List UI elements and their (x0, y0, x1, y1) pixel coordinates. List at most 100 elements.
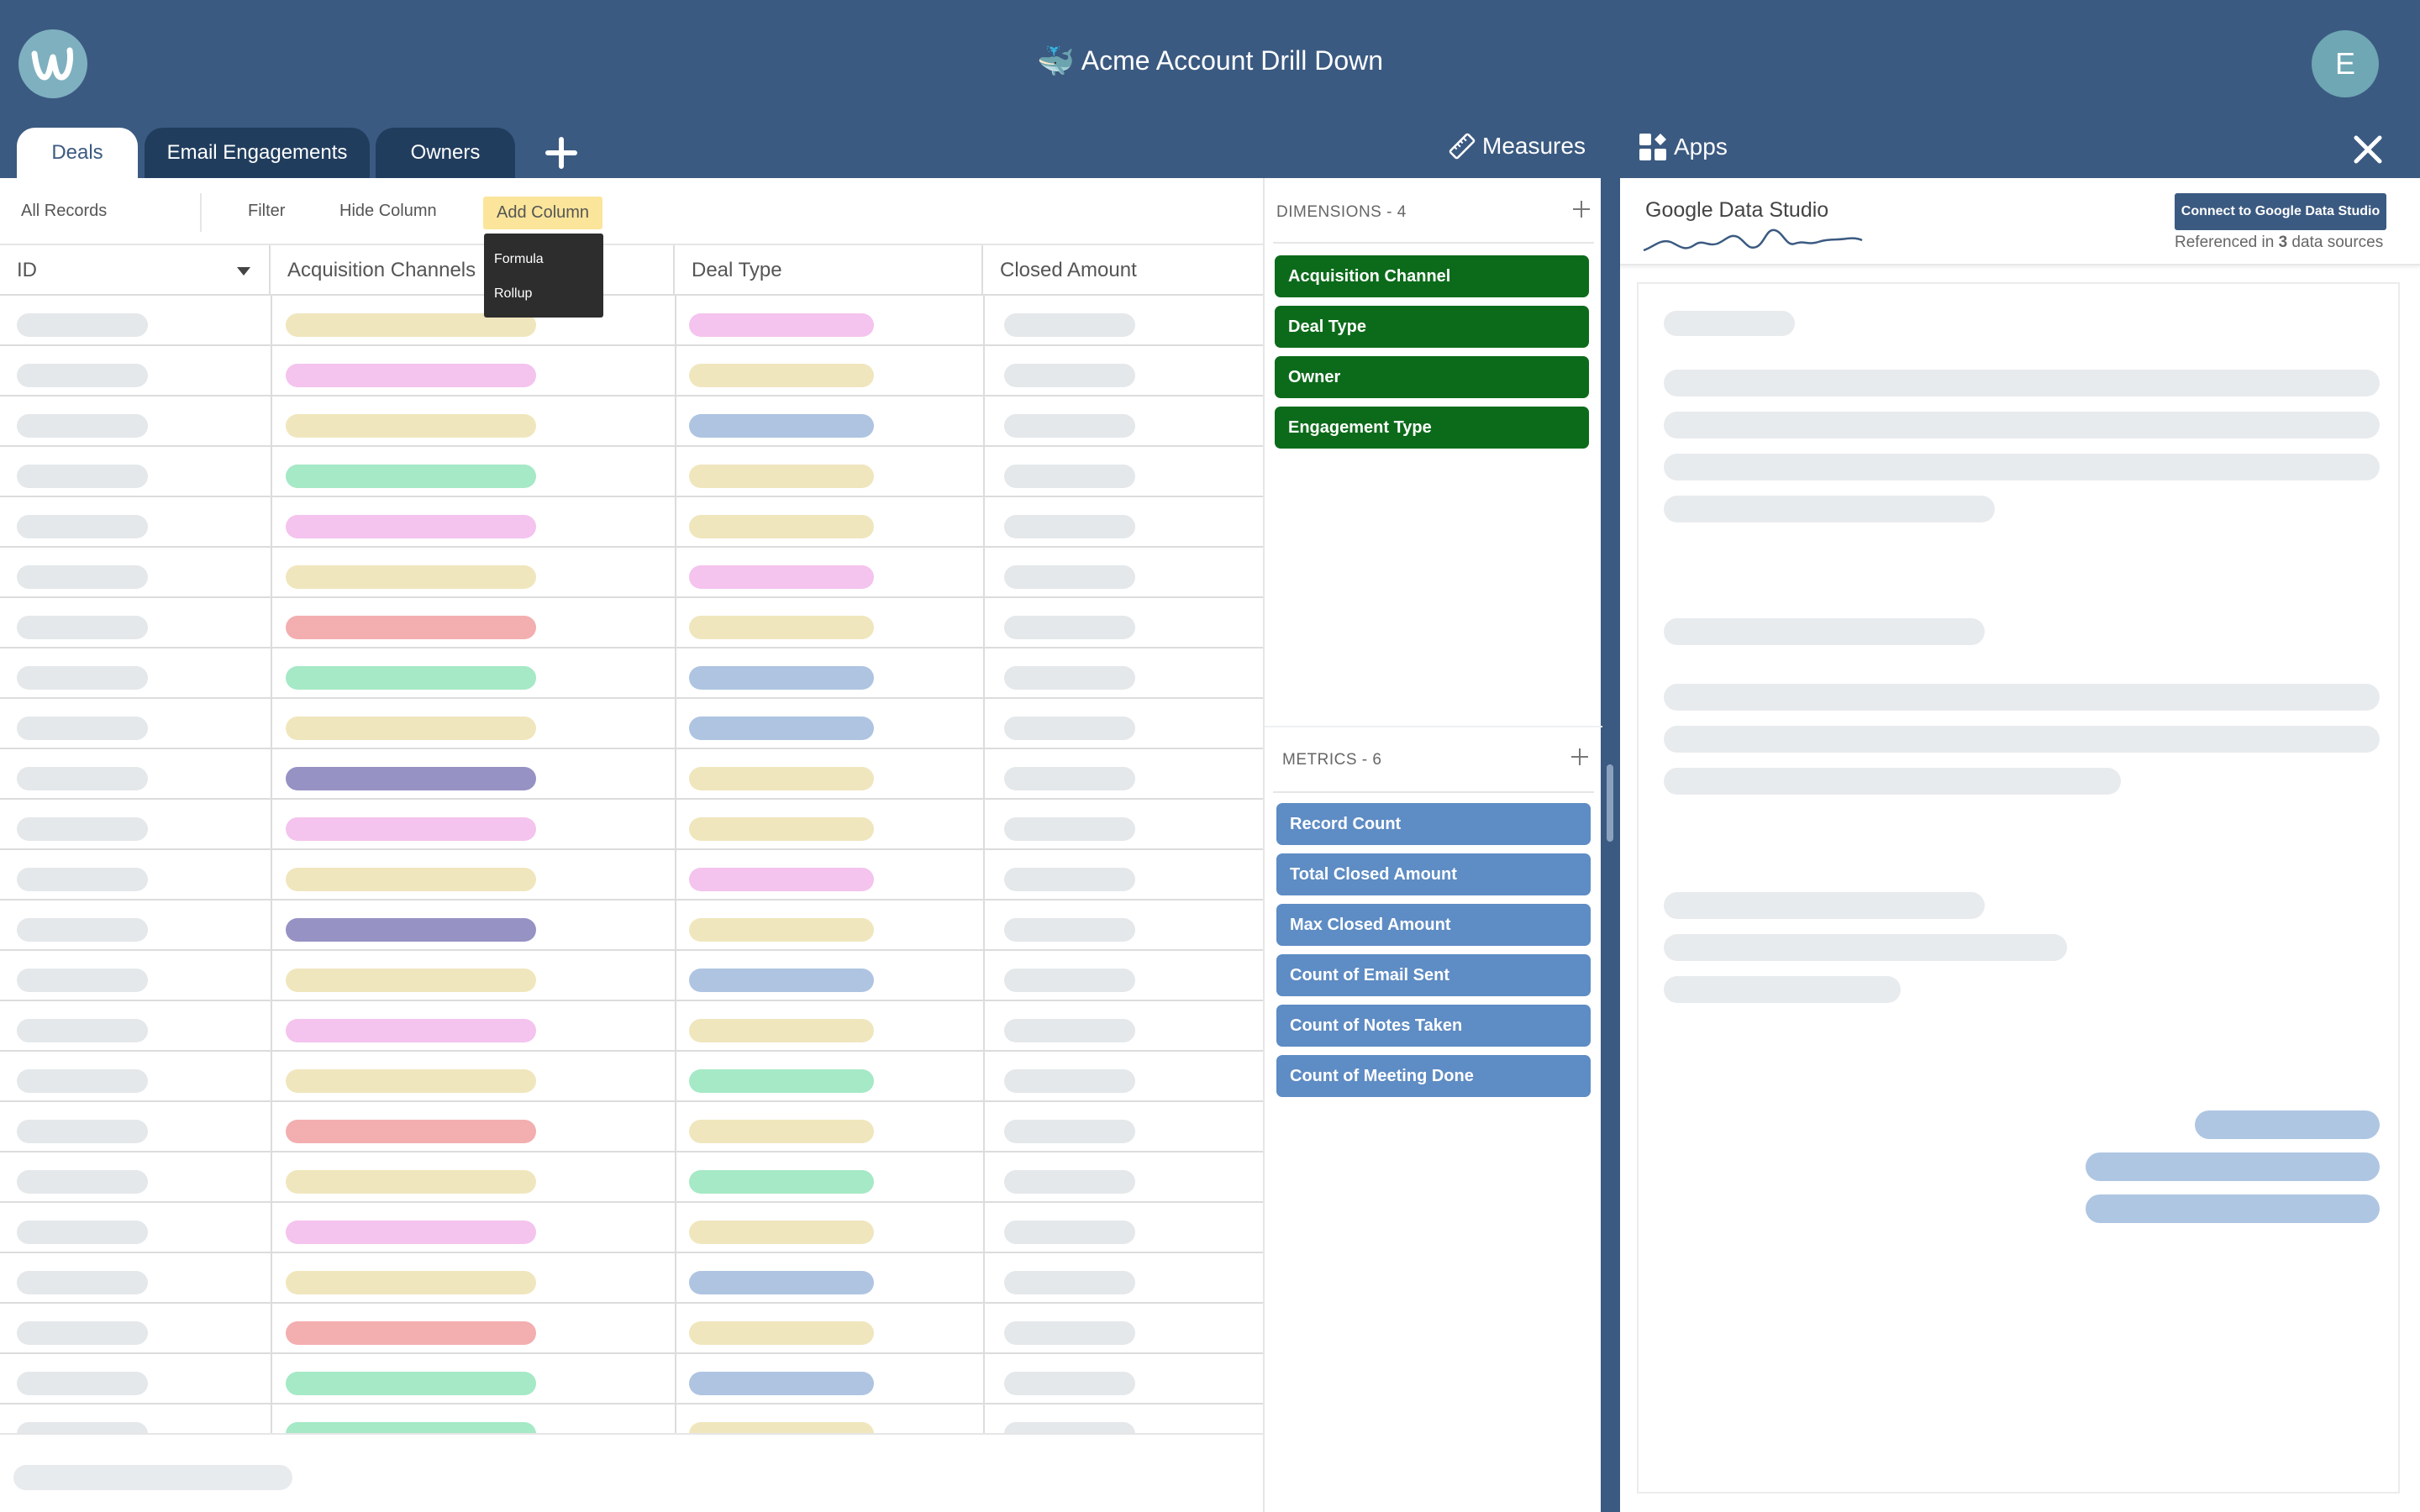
column-divider (271, 548, 272, 596)
dimension-chip[interactable]: Engagement Type (1275, 407, 1589, 449)
id-placeholder (17, 1069, 148, 1093)
closed-amount-placeholder (1004, 1221, 1135, 1244)
table-row[interactable] (0, 1001, 1263, 1052)
table-row[interactable] (0, 447, 1263, 497)
app-card-header: Google Data Studio Connect to Google Dat… (1620, 178, 2420, 265)
dimension-chip[interactable]: Owner (1275, 356, 1589, 398)
deal-type-tag (689, 918, 874, 942)
plus-icon (545, 137, 577, 169)
close-panel-button[interactable] (2353, 134, 2383, 170)
hide-column-button[interactable]: Hide Column (339, 202, 437, 220)
column-header-id[interactable]: ID (0, 245, 271, 296)
page-title: 🐳 Acme Account Drill Down (0, 45, 2420, 78)
reference-count-text: Referenced in 3 data sources (2175, 234, 2393, 252)
table-row[interactable] (0, 1052, 1263, 1102)
table-row[interactable] (0, 800, 1263, 850)
column-header-closed-amount[interactable]: Closed Amount (983, 245, 1263, 296)
table-row[interactable] (0, 346, 1263, 396)
table-row[interactable] (0, 1304, 1263, 1354)
avatar[interactable]: E (2312, 30, 2379, 97)
table-row[interactable] (0, 648, 1263, 699)
id-placeholder (17, 918, 148, 942)
column-divider (675, 598, 676, 647)
closed-amount-placeholder (1004, 717, 1135, 740)
closed-amount-placeholder (1004, 1372, 1135, 1395)
column-divider (271, 648, 272, 697)
id-placeholder (17, 465, 148, 488)
table-row[interactable] (0, 548, 1263, 598)
column-divider (675, 951, 676, 1000)
measures-button[interactable]: Measures (1449, 133, 1586, 160)
deal-type-tag (689, 1271, 874, 1294)
column-divider (675, 699, 676, 748)
deal-type-tag (689, 515, 874, 538)
acquisition-channel-tag (286, 1019, 536, 1042)
column-divider (271, 1152, 272, 1201)
panel-resize-handle[interactable] (1607, 764, 1613, 842)
add-tab-button[interactable] (544, 136, 578, 170)
metric-chip[interactable]: Count of Email Sent (1276, 954, 1591, 996)
metric-chip[interactable]: Count of Meeting Done (1276, 1055, 1591, 1097)
id-placeholder (17, 817, 148, 841)
connect-app-button[interactable]: Connect to Google Data Studio (2175, 193, 2386, 230)
deal-type-tag (689, 364, 874, 387)
metric-chip[interactable]: Total Closed Amount (1276, 853, 1591, 895)
skeleton-line (1664, 768, 2121, 795)
skeleton-line (1664, 496, 1995, 522)
add-column-button[interactable]: Add Column (483, 197, 603, 229)
table-row[interactable] (0, 1253, 1263, 1304)
column-divider (271, 1102, 272, 1151)
column-divider (271, 900, 272, 949)
closed-amount-placeholder (1004, 1120, 1135, 1143)
sort-down-icon[interactable] (237, 267, 250, 276)
menu-item-formula[interactable]: Formula (494, 252, 544, 266)
column-divider (675, 1152, 676, 1201)
skeleton-line (1664, 370, 2380, 396)
column-header-acquisition-channels[interactable]: Acquisition Channels (271, 245, 675, 296)
table-row[interactable] (0, 749, 1263, 800)
deal-type-tag (689, 1170, 874, 1194)
metric-chip[interactable]: Count of Notes Taken (1276, 1005, 1591, 1047)
column-divider (675, 1052, 676, 1100)
table-row[interactable] (0, 1102, 1263, 1152)
tab-email-engagements[interactable]: Email Engagements (145, 128, 370, 178)
acquisition-channel-tag (286, 1120, 536, 1143)
table-row[interactable] (0, 497, 1263, 548)
closed-amount-placeholder (1004, 1069, 1135, 1093)
column-divider (983, 749, 985, 798)
table-row[interactable] (0, 900, 1263, 951)
add-metric-button[interactable] (1570, 744, 1589, 769)
tab-deals[interactable]: Deals (17, 128, 138, 178)
table-row[interactable] (0, 951, 1263, 1001)
apps-button[interactable]: Apps (1639, 133, 1728, 161)
filter-button[interactable]: Filter (248, 202, 286, 220)
plus-icon (1571, 748, 1588, 765)
table-row[interactable] (0, 699, 1263, 749)
table-row[interactable] (0, 396, 1263, 447)
acquisition-channel-tag (286, 515, 536, 538)
metric-chip[interactable]: Record Count (1276, 803, 1591, 845)
menu-item-rollup[interactable]: Rollup (494, 286, 533, 301)
column-divider (983, 800, 985, 848)
column-divider (271, 699, 272, 748)
column-divider (983, 1253, 985, 1302)
deal-type-tag (689, 1120, 874, 1143)
table-row[interactable] (0, 598, 1263, 648)
all-records-button[interactable]: All Records (21, 202, 108, 220)
table-row[interactable] (0, 850, 1263, 900)
table-row[interactable] (0, 1152, 1263, 1203)
logo-icon (31, 47, 73, 81)
dimension-chip[interactable]: Deal Type (1275, 306, 1589, 348)
table-row[interactable] (0, 1203, 1263, 1253)
acquisition-channel-tag (286, 1372, 536, 1395)
closed-amount-placeholder (1004, 414, 1135, 438)
app-logo[interactable] (18, 29, 87, 98)
column-header-deal-type[interactable]: Deal Type (675, 245, 983, 296)
table-row[interactable] (0, 296, 1263, 346)
tab-owners[interactable]: Owners (376, 128, 515, 178)
dimension-chip[interactable]: Acquisition Channel (1275, 255, 1589, 297)
add-dimension-button[interactable] (1572, 197, 1591, 222)
metric-chip[interactable]: Max Closed Amount (1276, 904, 1591, 946)
table-row[interactable] (0, 1354, 1263, 1404)
closed-amount-placeholder (1004, 364, 1135, 387)
